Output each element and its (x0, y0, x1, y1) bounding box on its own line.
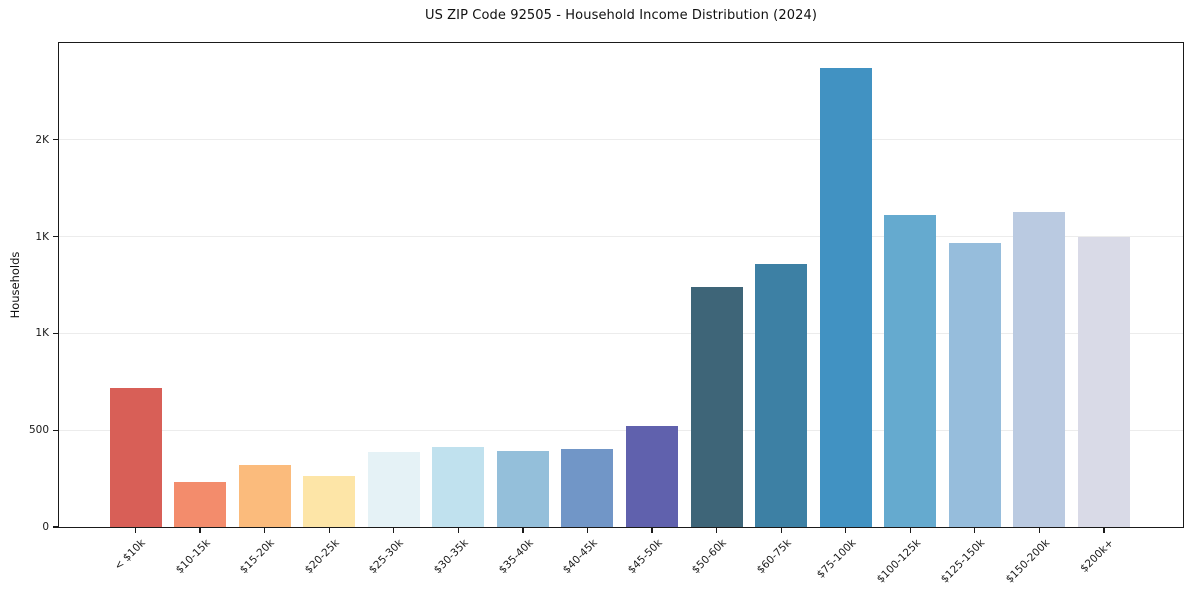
x-axis-tick-label-text: $15-20k (238, 537, 278, 577)
bar (755, 263, 808, 527)
x-axis-tick-label-text: $25-30k (367, 537, 407, 577)
x-axis-tick (1103, 528, 1105, 533)
x-axis-tick (264, 528, 266, 533)
bar (948, 243, 1001, 527)
gridline (59, 332, 1183, 334)
y-axis-tick (53, 139, 58, 141)
x-axis-tick (651, 528, 653, 533)
bar (1013, 212, 1066, 527)
bar (174, 481, 227, 527)
y-axis-tick (53, 526, 58, 528)
x-axis-tick (134, 528, 137, 533)
y-axis-tick (53, 236, 58, 238)
bar (303, 475, 356, 527)
y-axis-tick-label: 2K (35, 133, 49, 146)
x-axis-tick (457, 528, 459, 533)
y-axis-label: Households (8, 251, 22, 319)
bar (561, 448, 614, 527)
bar (626, 426, 679, 527)
bar (884, 215, 937, 527)
y-axis-tick-label: 1K (35, 327, 49, 340)
bar (819, 68, 872, 527)
x-axis-tick (845, 528, 847, 533)
bar (432, 446, 485, 527)
x-axis-tick-label-text: $20-25k (302, 537, 342, 577)
x-axis-tick-label-text: $35-40k (496, 537, 536, 577)
x-axis-tick (716, 528, 718, 533)
x-axis-tick-label-text: $60-75k (754, 537, 794, 577)
y-axis-tick-label: 1K (35, 230, 49, 243)
bar (238, 465, 291, 527)
x-axis-tick (1038, 528, 1041, 533)
x-axis-tick-label-text: $45-50k (625, 537, 665, 577)
x-axis-tick (780, 528, 782, 533)
bar (496, 451, 549, 527)
x-axis-tick (974, 528, 976, 533)
bar (690, 286, 743, 527)
x-axis-tick-label-text: $40-45k (560, 537, 600, 577)
bar (1078, 236, 1131, 527)
bar (367, 452, 420, 527)
y-axis-tick-label: 500 (28, 424, 49, 437)
x-axis-tick-label-text: $10-15k (173, 537, 213, 577)
x-axis-tick-label-text: $200k+ (1078, 537, 1117, 575)
x-axis-tick-label-text: $50-60k (690, 537, 730, 577)
gridline (59, 139, 1183, 141)
x-axis-tick (328, 528, 330, 533)
chart-title: US ZIP Code 92505 - Household Income Dis… (424, 8, 818, 23)
x-axis-tick (586, 528, 589, 533)
bar (109, 387, 162, 527)
gridline (59, 429, 1183, 431)
x-axis-tick-label-text: $150-200k (1003, 537, 1052, 586)
x-axis-tick (522, 528, 524, 533)
plot-area (58, 42, 1184, 528)
gridline (59, 236, 1183, 238)
x-axis-tick (909, 528, 911, 533)
x-axis-tick (199, 528, 201, 533)
x-axis-tick-label-text: $125-150k (938, 537, 988, 586)
x-axis-tick-label-text: $100-125k (874, 537, 923, 586)
x-axis-tick-label-text: $75-100k (814, 537, 859, 581)
y-axis-tick-label: 0 (42, 521, 49, 533)
x-axis-tick-label-text: < $10k (112, 537, 148, 573)
x-axis-tick (393, 528, 395, 533)
y-axis-tick (53, 429, 58, 431)
x-axis-tick-label-text: $30-35k (431, 537, 471, 577)
y-axis-tick (53, 332, 58, 334)
